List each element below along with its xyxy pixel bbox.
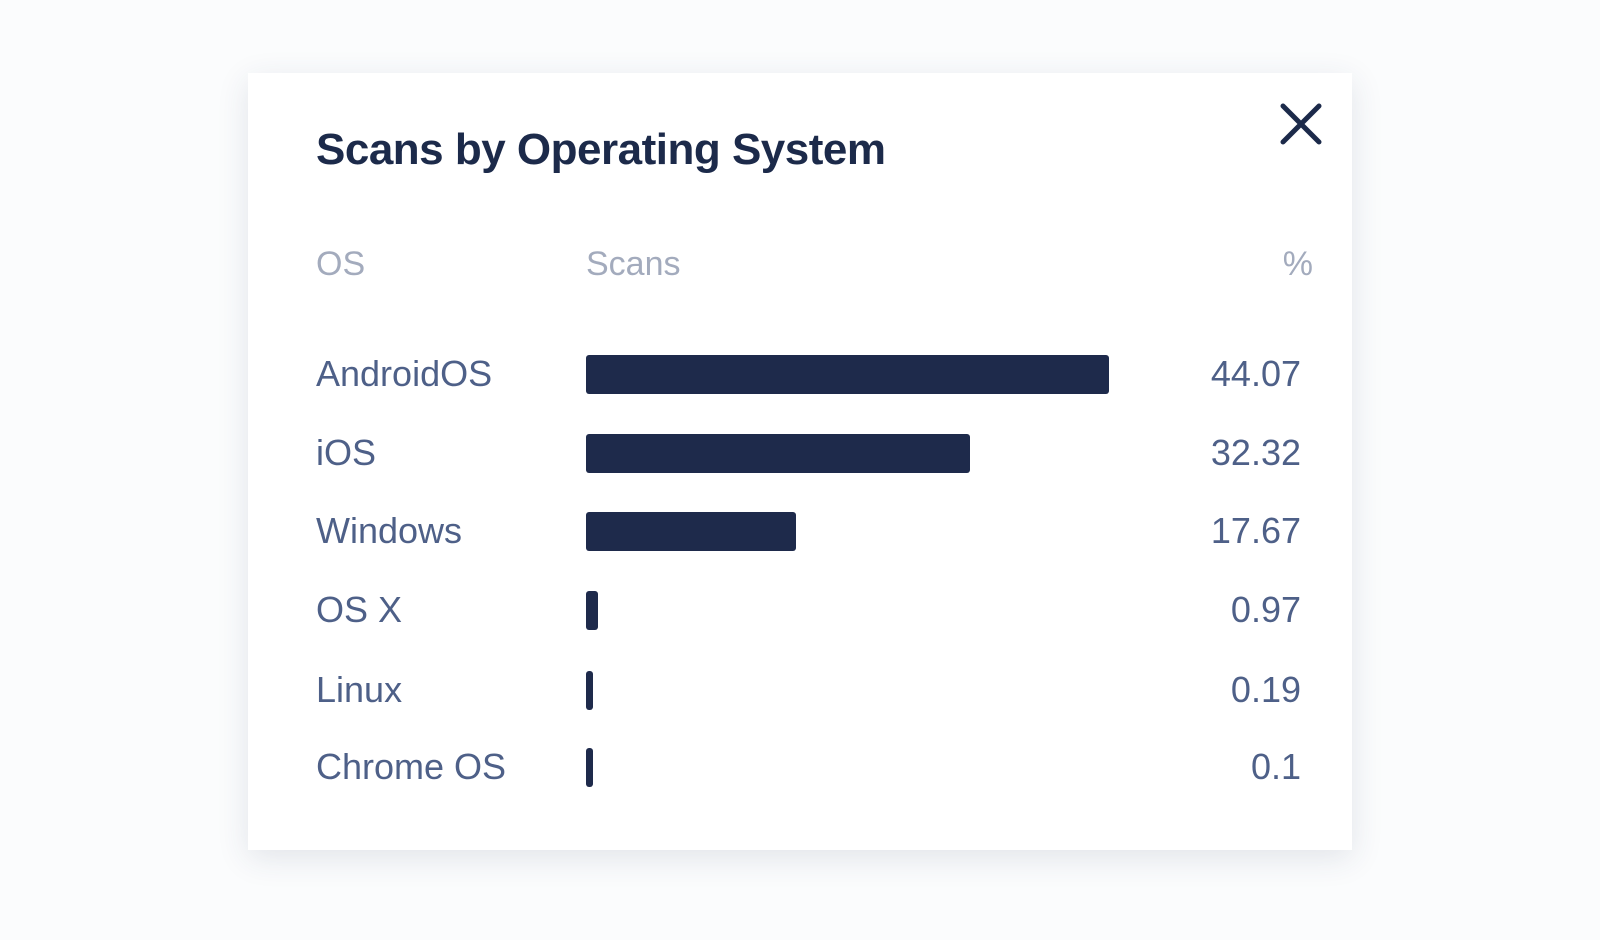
bar — [586, 748, 593, 787]
category-label: Windows — [316, 510, 463, 551]
category-label: OS X — [316, 589, 403, 630]
chart-row: OS X 0.97 — [248, 590, 1352, 630]
column-header-percent: % — [1282, 245, 1313, 283]
chart-row: Windows 17.67 — [248, 511, 1352, 551]
bar — [586, 671, 593, 710]
category-label: iOS — [316, 432, 377, 473]
value-label: 17.67 — [1210, 510, 1301, 551]
close-icon[interactable] — [1280, 103, 1322, 145]
bar — [586, 434, 970, 473]
column-header-scans: Scans — [586, 245, 681, 283]
chart-row: iOS 32.32 — [248, 433, 1352, 473]
bar — [586, 512, 796, 551]
value-label: 32.32 — [1210, 432, 1301, 473]
chart-title: Scans by Operating System — [316, 125, 886, 174]
chart-row: AndroidOS 44.07 — [248, 354, 1352, 394]
category-label: Chrome OS — [316, 746, 507, 787]
bar — [586, 355, 1109, 394]
value-label: 44.07 — [1210, 353, 1301, 394]
column-header-os: OS — [316, 245, 366, 283]
bar — [586, 591, 598, 630]
chart-row: Chrome OS 0.1 — [248, 747, 1352, 787]
value-label: 0.97 — [1230, 589, 1301, 630]
chart-modal: Scans by Operating System OS Scans % And… — [248, 73, 1352, 850]
category-label: AndroidOS — [316, 353, 493, 394]
category-label: Linux — [316, 669, 403, 710]
value-label: 0.1 — [1250, 746, 1301, 787]
value-label: 0.19 — [1230, 669, 1301, 710]
chart-row: Linux 0.19 — [248, 670, 1352, 710]
